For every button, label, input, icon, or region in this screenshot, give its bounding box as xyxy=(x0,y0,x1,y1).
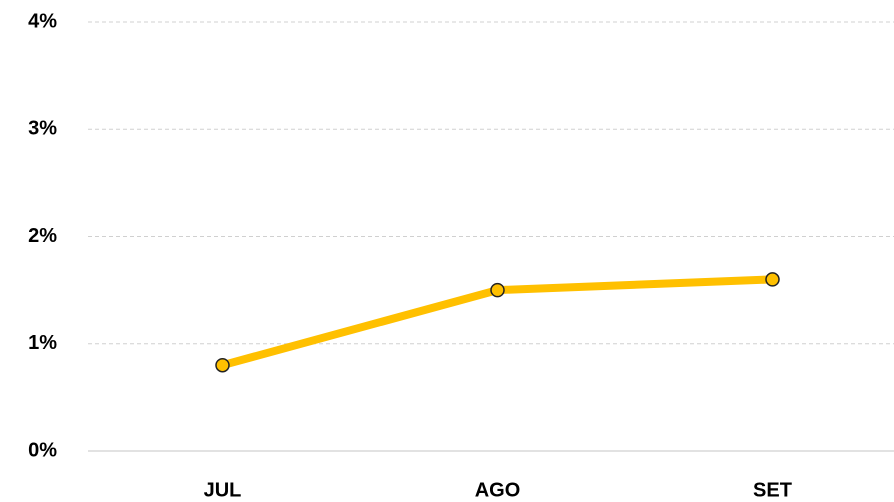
y-tick-label: 0% xyxy=(28,439,57,461)
data-point xyxy=(215,357,230,373)
x-tick-label: AGO xyxy=(475,479,521,501)
x-tick-label: SET xyxy=(753,479,792,501)
x-tick-label: JUL xyxy=(204,479,242,501)
data-point xyxy=(765,272,780,287)
y-tick-label: 3% xyxy=(28,118,57,140)
y-tick-label: 4% xyxy=(28,10,57,32)
y-tick-label: 2% xyxy=(28,225,57,247)
y-tick-label: 1% xyxy=(28,332,57,354)
data-point xyxy=(490,282,505,298)
